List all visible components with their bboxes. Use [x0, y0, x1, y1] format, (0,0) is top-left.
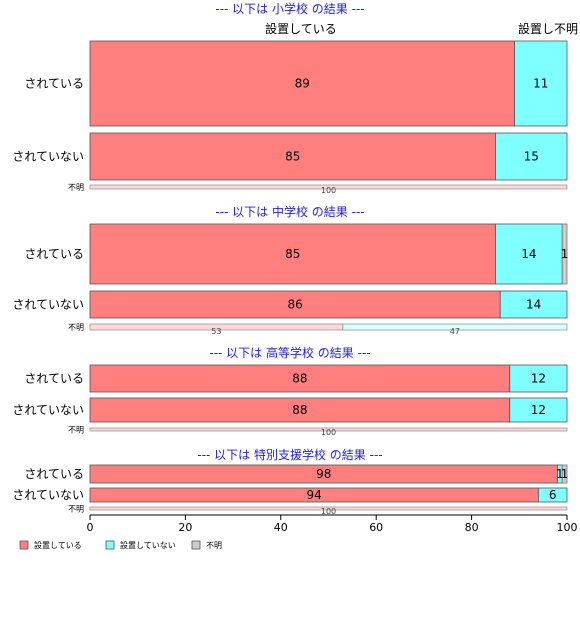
x-axis: 0 20 40 60 80 100: [87, 514, 578, 534]
panel-title: --- 以下は 小学校 の結果 ---: [215, 1, 364, 16]
panel-title: --- 以下は 特別支援学校 の結果 ---: [197, 447, 382, 462]
legend-label: 不明: [206, 541, 222, 550]
legend-swatch: [191, 540, 201, 550]
row-label: 不明: [68, 183, 84, 192]
bar-segment-set: [89, 397, 511, 423]
row-label: されている: [24, 467, 84, 481]
bar-row: されていない 88 12: [12, 397, 568, 423]
bar-segment-not-set: [537, 487, 568, 503]
data-label: 100: [321, 428, 336, 437]
row-label: されていない: [12, 488, 84, 502]
bar-segment-not-set: [495, 132, 568, 181]
x-tick-label: 100: [557, 521, 578, 534]
legend-label: 設置している: [34, 540, 82, 550]
bar-segment-not-set: [509, 364, 568, 393]
bar-segment-not-set: [495, 223, 563, 285]
bar-segment-set: [89, 132, 496, 181]
data-label: 15: [524, 150, 539, 164]
bar-segment-not-set: [499, 290, 568, 319]
data-label: 1: [556, 467, 564, 481]
data-label: 47: [450, 327, 460, 336]
x-tick-label: 60: [369, 521, 383, 534]
x-tick-label: 40: [274, 521, 288, 534]
data-label: 100: [321, 186, 336, 195]
bar-segment-not-set: [514, 40, 568, 127]
data-label: 88: [292, 403, 307, 417]
bar-row: されていない 94 6: [12, 487, 568, 503]
bar-row: 不明 100: [68, 183, 568, 195]
bar-segment-set: [89, 290, 501, 319]
x-tick-label: 0: [87, 521, 94, 534]
bar-segment-not-set: [509, 397, 568, 423]
bar-row: 不明 53 47: [68, 323, 568, 336]
bar-row: されている 88 12: [24, 364, 568, 393]
data-label: 98: [316, 467, 331, 481]
data-label: 12: [531, 372, 546, 386]
data-label: 6: [549, 488, 557, 502]
panel-title: --- 以下は 高等学校 の結果 ---: [209, 345, 370, 360]
panel: --- 以下は 中学校 の結果 --- されている 85 14 1 されていない 86 14 不…: [12, 204, 568, 336]
column-header-other: 設置し不明: [518, 21, 578, 36]
data-label: 94: [307, 488, 322, 502]
row-label: されていない: [12, 150, 84, 164]
data-label: 14: [521, 247, 536, 261]
row-label: されていない: [12, 298, 84, 312]
legend-swatch: [19, 540, 29, 550]
bar-segment-set: [89, 40, 515, 127]
data-label: 85: [285, 150, 300, 164]
data-label: 1: [561, 247, 569, 261]
panel: --- 以下は 小学校 の結果 --- されている 89 11 されていない 85 15 不明…: [12, 1, 568, 195]
column-header-set: 設置している: [265, 21, 337, 36]
row-label: されている: [24, 247, 84, 261]
row-label: されていない: [12, 403, 84, 417]
bar-segment-set: [89, 364, 511, 393]
panel: --- 以下は 特別支援学校 の結果 --- されている 98 11 されていない 94 6…: [12, 447, 568, 516]
bar-segment-set: [89, 506, 568, 511]
bar-segment-unknown: [561, 464, 568, 484]
bar-row: されている 98 11: [24, 464, 569, 484]
row-label: 不明: [68, 323, 84, 332]
row-label: 不明: [68, 426, 84, 435]
data-label: 85: [285, 247, 300, 261]
bar-row: されている 85 14 1: [24, 223, 569, 285]
row-label: されている: [24, 77, 84, 91]
data-label: 86: [287, 298, 302, 312]
legend-swatch: [105, 540, 115, 550]
data-label: 89: [295, 77, 310, 91]
x-tick-label: 20: [178, 521, 192, 534]
bar-segment-unknown: [561, 223, 568, 285]
legend: 設置している 設置していない 不明: [19, 540, 222, 550]
panel: --- 以下は 高等学校 の結果 --- されている 88 12 されていない 88 12 不…: [12, 345, 568, 437]
legend-label: 設置していない: [120, 540, 176, 550]
panel-title: --- 以下は 中学校 の結果 ---: [215, 204, 364, 219]
data-label: 1: [561, 467, 569, 481]
data-label: 12: [531, 403, 546, 417]
bar-row: されている 89 11: [24, 40, 568, 127]
bar-segment-not-set: [342, 323, 568, 331]
bar-row: 不明 100: [68, 505, 568, 516]
bar-segment-set: [89, 184, 568, 190]
data-label: 11: [533, 77, 548, 91]
data-label: 88: [292, 372, 307, 386]
data-label: 53: [211, 327, 221, 336]
bar-segment-set: [89, 223, 496, 285]
bar-row: 不明 100: [68, 426, 568, 437]
row-label: されている: [24, 372, 84, 386]
data-label: 100: [321, 507, 336, 516]
data-label: 14: [526, 298, 541, 312]
bar-row: されていない 86 14: [12, 290, 568, 319]
bar-segment-set: [89, 427, 568, 432]
x-tick-label: 80: [465, 521, 479, 534]
row-label: 不明: [68, 505, 84, 514]
bar-row: されていない 85 15: [12, 132, 568, 181]
